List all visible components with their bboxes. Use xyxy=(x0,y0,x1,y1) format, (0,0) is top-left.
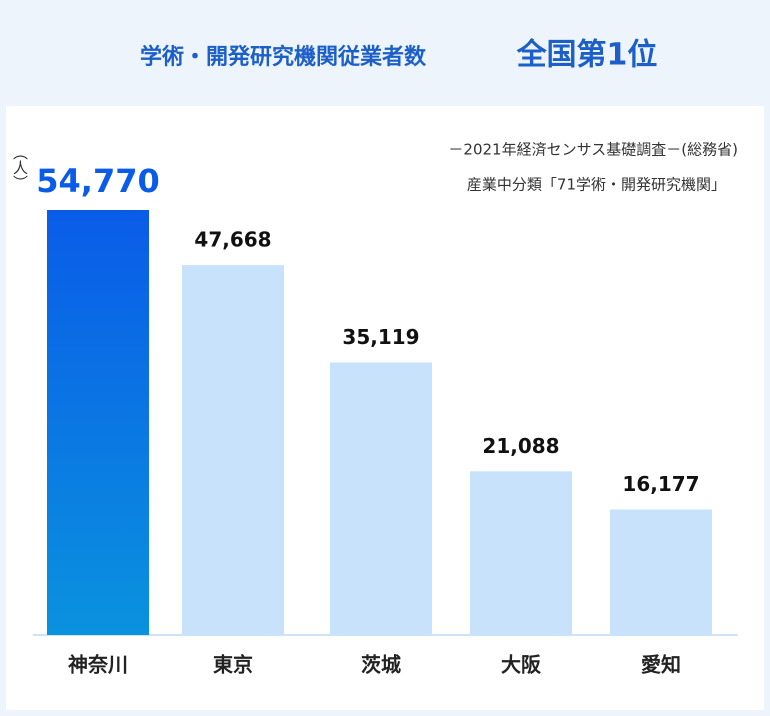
x-tick-label: 大阪 xyxy=(501,653,542,677)
value-label: 16,177 xyxy=(622,472,699,496)
bar xyxy=(47,210,149,635)
x-tick-label: 愛知 xyxy=(641,653,681,677)
chart-subtitle: 全国第1位 xyxy=(516,38,658,73)
chart-title: 学術・開発研究機関従業者数 xyxy=(140,44,427,70)
bar xyxy=(610,509,712,635)
x-tick-label: 東京 xyxy=(213,653,253,677)
value-label: 47,668 xyxy=(194,228,271,252)
x-tick-label: 茨城 xyxy=(361,653,401,677)
unit-label: （人） xyxy=(11,145,29,190)
source-note: 産業中分類「71学術・開発研究機関」 xyxy=(467,176,726,194)
bar xyxy=(182,265,284,635)
x-tick-label: 神奈川 xyxy=(68,653,128,677)
value-label: 54,770 xyxy=(36,162,159,200)
bar xyxy=(470,471,572,635)
value-label: 35,119 xyxy=(342,325,419,349)
source-note: －2021年経済センサス基礎調査－(総務省) xyxy=(448,141,738,159)
bar xyxy=(330,362,432,635)
value-label: 21,088 xyxy=(482,434,559,458)
